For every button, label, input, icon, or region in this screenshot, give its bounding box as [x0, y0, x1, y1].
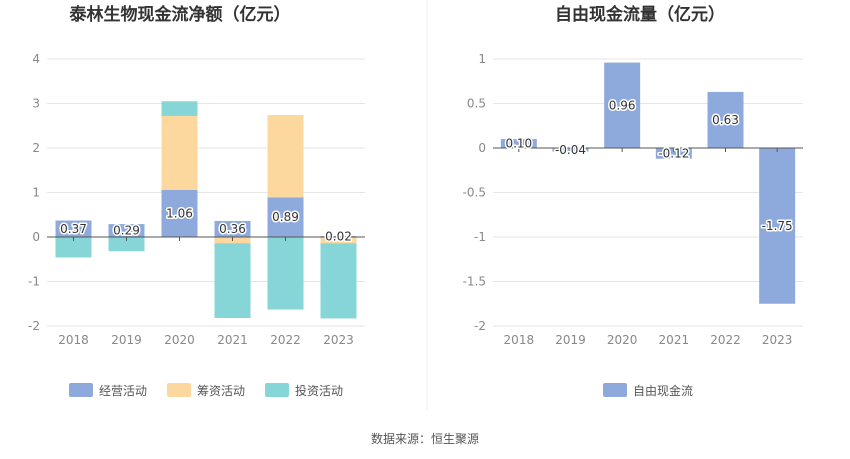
left-bar-投资活动-2019	[108, 237, 145, 252]
right-chart: 1 0.5 0 -0.5 -1 -1.5 -2 0.10 -0.04 0.96 -0.12 0.63 -…	[463, 52, 803, 347]
left-bar-经营活动-2019	[108, 224, 145, 237]
data-source-note: 数据来源：恒生聚源	[371, 431, 479, 446]
left-data-label: 0.29	[113, 224, 140, 238]
left-legend-swatch	[167, 383, 191, 397]
right-chart-title: 自由现金流量（亿元）	[555, 4, 725, 25]
left-y-tick-label: -1	[28, 275, 40, 289]
right-x-tick-label: 2018	[504, 333, 535, 347]
left-x-tick-label: 2023	[323, 333, 354, 347]
left-y-tick-label: 0	[32, 230, 40, 244]
right-legend-label: 自由现金流	[633, 383, 693, 398]
right-bar-2018	[500, 139, 537, 148]
left-bar-投资活动-2023	[320, 243, 357, 319]
left-bar-投资活动-2018	[55, 237, 92, 258]
left-chart-title: 泰林生物现金流净额（亿元）	[70, 4, 291, 25]
right-y-tick-label: 1	[478, 52, 486, 66]
left-legend-swatch	[69, 383, 93, 397]
left-bar-经营活动-2020	[161, 189, 198, 237]
left-bar-筹资活动-2022	[267, 115, 304, 198]
left-x-tick-label: 2021	[217, 333, 248, 347]
right-data-label: -0.04	[555, 143, 586, 157]
right-bar-2020	[604, 62, 641, 149]
right-bar-2023	[759, 148, 796, 304]
left-data-label: 1.06	[166, 206, 193, 220]
left-y-tick-label: -2	[28, 319, 40, 333]
left-data-label: 0.89	[272, 210, 299, 224]
left-legend-label: 经营活动	[99, 384, 147, 398]
left-bar-投资活动-2021	[214, 243, 251, 318]
left-x-tick-label: 2018	[58, 333, 89, 347]
right-data-label: 0.63	[712, 113, 739, 127]
left-chart: 4 3 2 1 0 -1 -2 0.37 0.29 1.06 0.36 0.89 0.02 2018 201…	[28, 52, 365, 347]
right-y-tick-label: -2	[474, 319, 486, 333]
right-x-tick-label: 2022	[710, 333, 741, 347]
right-chart-legend: 自由现金流	[603, 383, 693, 398]
left-bar-经营活动-2018	[55, 220, 92, 237]
right-data-label: 0.96	[609, 98, 636, 112]
left-x-tick-label: 2019	[111, 333, 142, 347]
left-legend-label: 投资活动	[295, 383, 343, 398]
left-legend-swatch	[265, 383, 289, 397]
left-y-tick-label: 4	[32, 52, 40, 66]
right-y-tick-label: -1	[474, 230, 486, 244]
left-bar-经营活动-2022	[267, 197, 304, 237]
right-x-tick-label: 2021	[659, 333, 690, 347]
right-data-label: -1.75	[762, 219, 793, 233]
right-data-label: 0.10	[505, 137, 532, 151]
left-bar-筹资活动-2020	[161, 115, 198, 190]
right-legend-swatch	[603, 383, 627, 397]
left-bar-经营活动-2021	[214, 220, 251, 237]
right-bar-2022	[707, 91, 744, 148]
right-y-tick-label: 0	[478, 141, 486, 155]
right-x-tick-label: 2019	[555, 333, 586, 347]
left-data-label: 0.02	[325, 230, 352, 244]
right-x-tick-label: 2023	[762, 333, 793, 347]
left-data-label: 0.36	[219, 222, 246, 236]
right-data-label: -0.12	[658, 146, 689, 160]
right-y-tick-label: -1.5	[463, 275, 486, 289]
left-y-tick-label: 1	[32, 186, 40, 200]
right-x-tick-label: 2020	[607, 333, 638, 347]
left-data-label: 0.37	[60, 222, 87, 236]
left-bar-投资活动-2022	[267, 237, 304, 310]
left-x-tick-label: 2022	[270, 333, 301, 347]
right-y-tick-label: 0.5	[467, 97, 486, 111]
left-y-tick-label: 3	[32, 97, 40, 111]
left-chart-legend: 经营活动 筹资活动 投资活动	[69, 383, 343, 398]
left-x-tick-label: 2020	[164, 333, 195, 347]
left-legend-label: 筹资活动	[197, 384, 245, 398]
right-y-tick-label: -0.5	[463, 186, 486, 200]
left-y-tick-label: 2	[32, 141, 40, 155]
left-bar-投资活动-2020	[161, 101, 198, 116]
right-bar-2021	[655, 148, 692, 159]
